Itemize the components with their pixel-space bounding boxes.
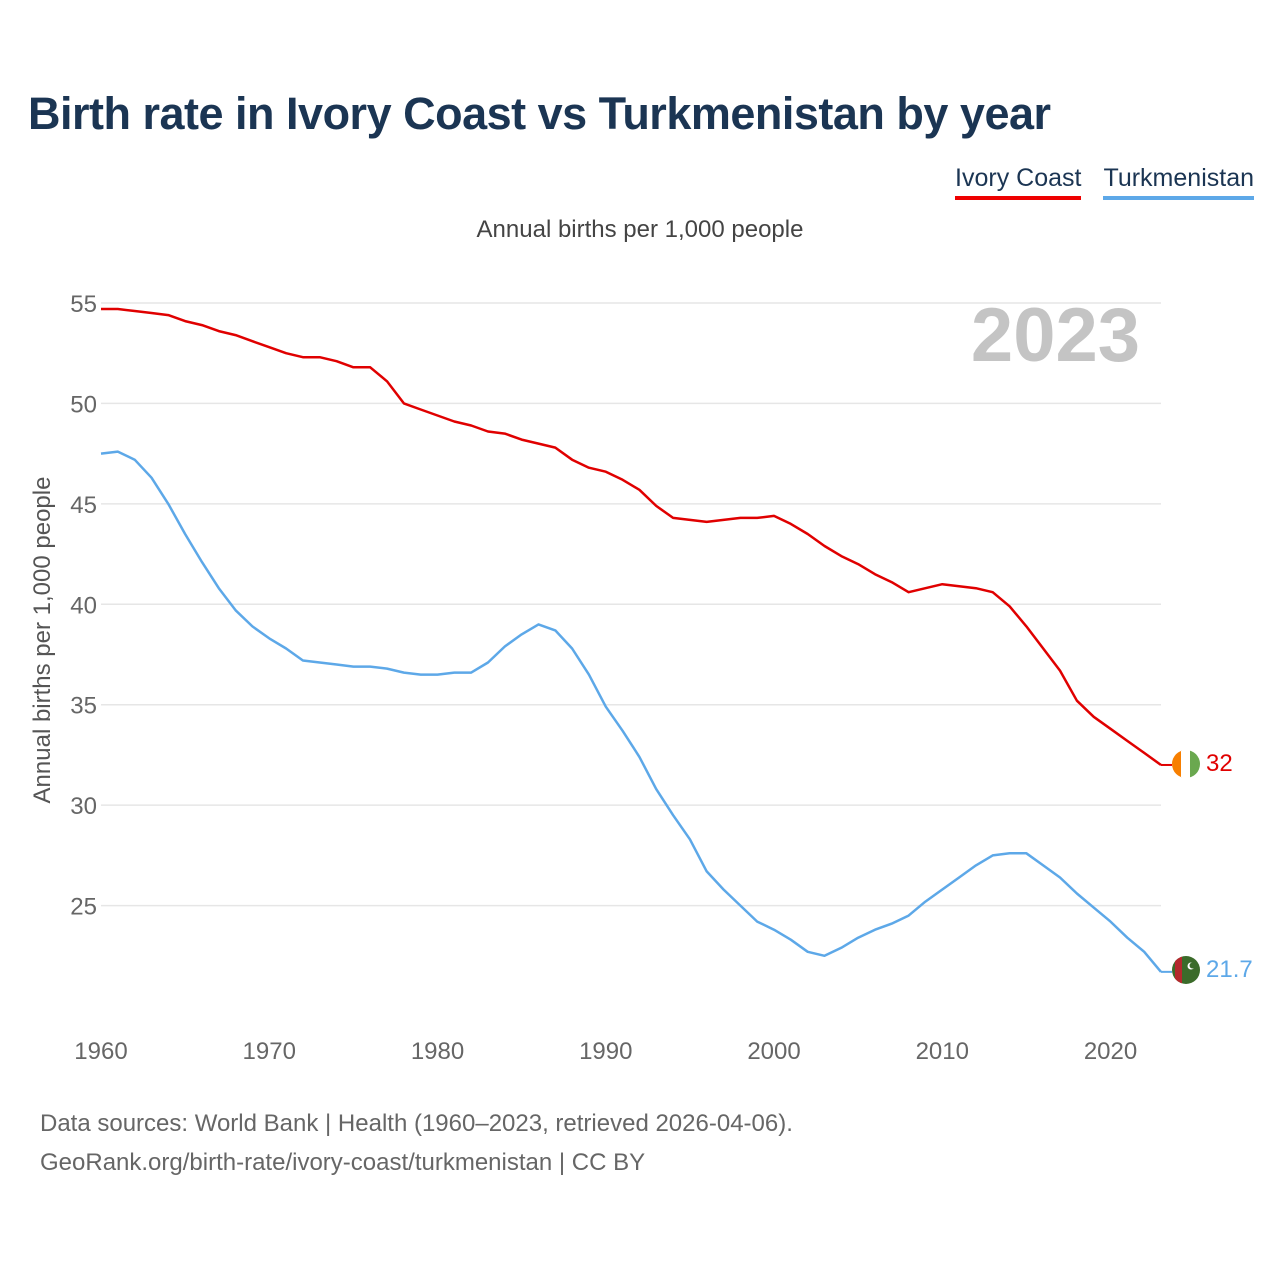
chart-title: Birth rate in Ivory Coast vs Turkmenista… xyxy=(28,88,1051,139)
ivory-coast-flag-icon xyxy=(1172,750,1200,778)
source-line-2[interactable]: GeoRank.org/birth-rate/ivory-coast/turkm… xyxy=(40,1149,646,1176)
turkmenistan-end-label: 21.7 xyxy=(1206,956,1253,983)
series-line-ivory-coast[interactable] xyxy=(101,307,1162,767)
legend-item-ivory-coast[interactable]: Ivory Coast xyxy=(955,164,1082,200)
y-axis-ticks: 25 30 35 40 45 50 55 xyxy=(70,291,97,921)
y-tick-label: 30 xyxy=(70,793,97,820)
x-tick-label: 1990 xyxy=(579,1038,632,1065)
x-tick-label: 1970 xyxy=(243,1038,296,1065)
chart-subtitle: Annual births per 1,000 people xyxy=(476,216,804,243)
series-line-turkmenistan[interactable] xyxy=(100,450,1162,973)
legend: Ivory Coast Turkmenistan xyxy=(955,164,1254,200)
year-watermark: 2023 xyxy=(971,293,1140,378)
x-axis-ticks: 1960 1970 1980 1990 2000 2010 2020 xyxy=(74,1038,1137,1065)
series-lines xyxy=(100,307,1172,973)
series-end-markers: 32 21.7 xyxy=(1172,750,1253,984)
y-tick-label: 40 xyxy=(70,592,97,619)
y-tick-label: 55 xyxy=(70,291,97,318)
legend-item-turkmenistan[interactable]: Turkmenistan xyxy=(1103,164,1254,200)
x-tick-label: 1980 xyxy=(411,1038,464,1065)
y-axis-label: Annual births per 1,000 people xyxy=(29,477,56,804)
y-tick-label: 25 xyxy=(70,894,97,921)
source-line-1: Data sources: World Bank | Health (1960–… xyxy=(40,1110,793,1137)
x-tick-label: 2000 xyxy=(747,1038,800,1065)
x-tick-label: 2020 xyxy=(1084,1038,1137,1065)
grid-lines xyxy=(101,302,1161,907)
y-tick-label: 45 xyxy=(70,492,97,519)
x-tick-label: 2010 xyxy=(916,1038,969,1065)
source-note: Data sources: World Bank | Health (1960–… xyxy=(40,1104,793,1182)
y-tick-label: 35 xyxy=(70,693,97,720)
y-tick-label: 50 xyxy=(70,391,97,418)
ivory-coast-end-label: 32 xyxy=(1206,750,1233,777)
x-tick-label: 1960 xyxy=(74,1038,127,1065)
turkmenistan-flag-icon xyxy=(1172,956,1200,984)
